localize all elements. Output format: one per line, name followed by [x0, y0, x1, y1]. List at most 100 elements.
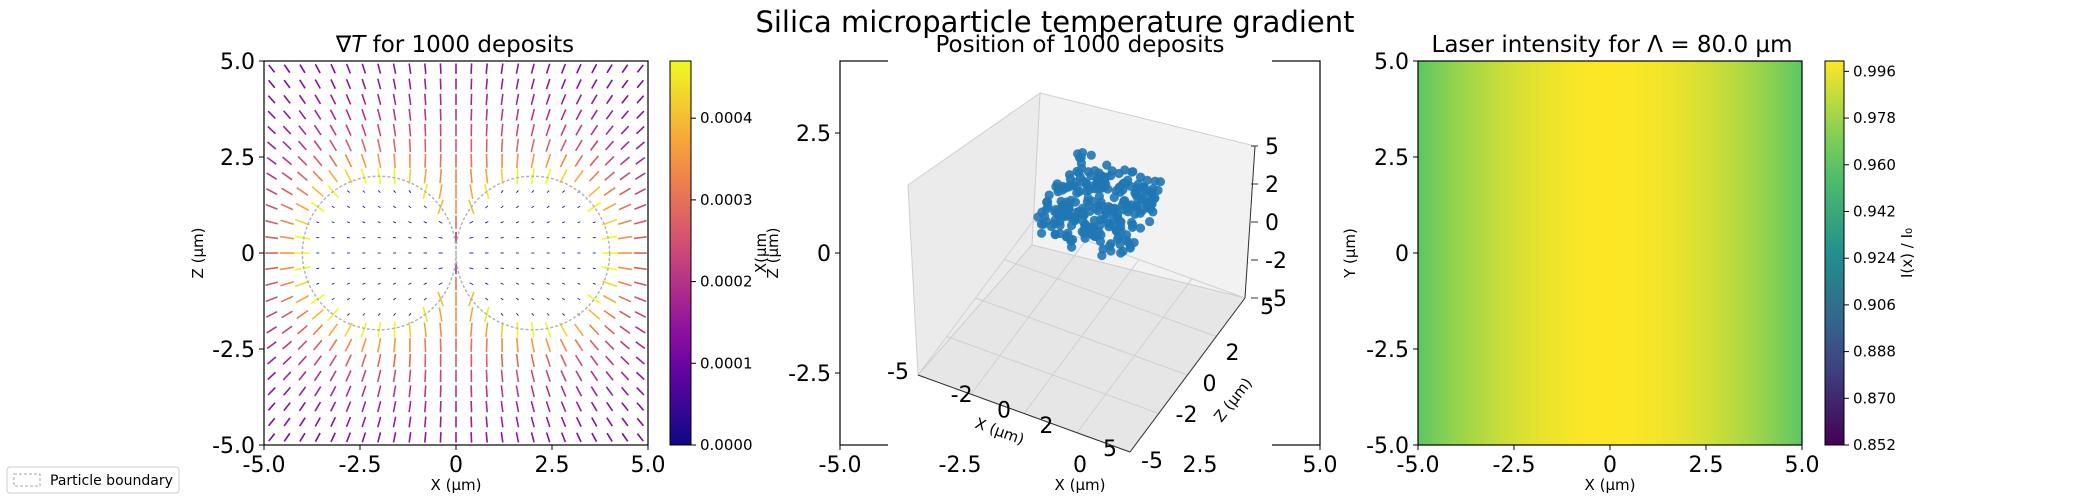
gradient-arrow [560, 354, 567, 367]
gradient-arrow [377, 282, 381, 285]
gradient-arrow [591, 417, 598, 427]
gradient-arrow [560, 124, 567, 136]
gradient-arrow [545, 385, 551, 397]
gradient-arrow [408, 282, 412, 285]
gradient-arrow [633, 236, 647, 240]
gradient-arrow [484, 267, 489, 270]
gradient-arrow [619, 171, 631, 181]
gradient-arrow [438, 236, 443, 239]
quiver-colorbar-ticks: 0.0000 0.0001 0.0002 0.0003 0.0004 [691, 109, 753, 454]
gradient-arrow [294, 266, 311, 271]
gradient-arrow [575, 109, 583, 121]
gradient-arrow [515, 369, 520, 383]
z-tick-label-3d: -2 [1176, 403, 1198, 428]
axis-x-3d [917, 374, 1131, 453]
gradient-arrow [531, 313, 535, 316]
gradient-arrow [393, 282, 397, 285]
gradient-arrow [620, 371, 630, 381]
colorbar-tick-label: 0.0000 [700, 436, 753, 454]
gradient-arrow [485, 385, 488, 398]
quiver-y-ticks: -5.0 -2.5 0 2.5 5.0 [212, 50, 264, 459]
gradient-arrow [362, 190, 366, 193]
gradient-arrow [576, 432, 582, 443]
gradient-arrow [294, 280, 310, 288]
gradient-arrow [545, 63, 551, 74]
gradient-arrow [500, 205, 504, 209]
gradient-arrow [392, 78, 397, 90]
colorbar-tick-label: 0.0004 [700, 109, 753, 127]
gradient-arrow [500, 385, 504, 398]
gradient-arrow [515, 267, 520, 270]
gradient-arrow [266, 156, 277, 165]
gradient-arrow [393, 337, 396, 353]
gradient-arrow [295, 202, 310, 212]
gradient-arrow [635, 125, 645, 135]
gradient-arrow [408, 236, 412, 239]
gradient-arrow [299, 64, 306, 74]
legend-box [6, 466, 180, 494]
gradient-arrow [408, 322, 412, 338]
gradient-arrow [635, 341, 646, 350]
gradient-arrow [408, 385, 412, 398]
gradient-arrow [562, 236, 566, 239]
gradient-arrow [516, 190, 519, 194]
heatmap-xlabel: X (µm) [1585, 476, 1636, 494]
gradient-arrow [485, 93, 488, 106]
gradient-arrow [485, 205, 489, 209]
gradient-arrow [265, 281, 279, 287]
gradient-arrow [296, 324, 308, 335]
gradient-arrow [392, 400, 397, 413]
gradient-arrow [576, 63, 582, 74]
gradient-arrow [635, 371, 645, 381]
gradient-arrow [485, 297, 489, 301]
gradient-arrow [393, 190, 396, 194]
gradient-arrow [392, 236, 397, 239]
gradient-arrow [392, 385, 397, 398]
gradient-arrow [636, 79, 645, 89]
gradient-arrow [636, 386, 645, 396]
deposit-point [1106, 246, 1116, 256]
gradient-arrow [619, 310, 631, 319]
gradient-arrow [296, 309, 309, 320]
gradient-arrow [515, 63, 520, 74]
gradient-arrow [393, 205, 397, 209]
gradient-arrow [377, 93, 382, 106]
gradient-arrow [589, 155, 599, 167]
gradient-arrow [577, 205, 581, 209]
gradient-arrow [345, 432, 352, 443]
gradient-arrow [438, 282, 443, 286]
gradient-arrow [469, 322, 473, 337]
gradient-arrow [311, 186, 324, 198]
gradient-arrow [619, 340, 630, 350]
gradient-arrow [560, 63, 567, 74]
gradient-arrow [575, 416, 582, 427]
gradient-arrow [281, 325, 293, 335]
gradient-arrow [313, 370, 322, 382]
z-tick-label-3d: -5 [1141, 449, 1163, 474]
gradient-arrow [267, 110, 276, 120]
gradient-arrow [423, 322, 427, 338]
gradient-arrow [485, 78, 489, 90]
gradient-arrow [620, 386, 629, 396]
gradient-arrow [346, 236, 350, 239]
gradient-arrow [408, 353, 412, 368]
gradient-arrow [346, 221, 350, 224]
gradient-arrow [328, 169, 339, 183]
gradient-arrow [515, 297, 519, 301]
particle-boundary [455, 175, 611, 331]
gradient-arrow [560, 109, 567, 121]
gradient-arrow [280, 203, 294, 211]
gradient-arrow [530, 400, 535, 413]
legend-swatch [13, 473, 41, 487]
gradient-arrow [392, 369, 397, 383]
gradient-arrow [314, 63, 321, 74]
gradient-arrow [636, 402, 645, 411]
gradient-arrow [592, 282, 596, 285]
gradient-arrow [408, 190, 412, 194]
gradient-arrow [588, 170, 600, 182]
scatter3d-title: Position of 1000 deposits [936, 32, 1225, 58]
heatmap-image [1418, 61, 1802, 445]
gradient-arrow [546, 190, 550, 193]
gradient-arrow [345, 78, 352, 90]
gradient-arrow [588, 308, 601, 320]
